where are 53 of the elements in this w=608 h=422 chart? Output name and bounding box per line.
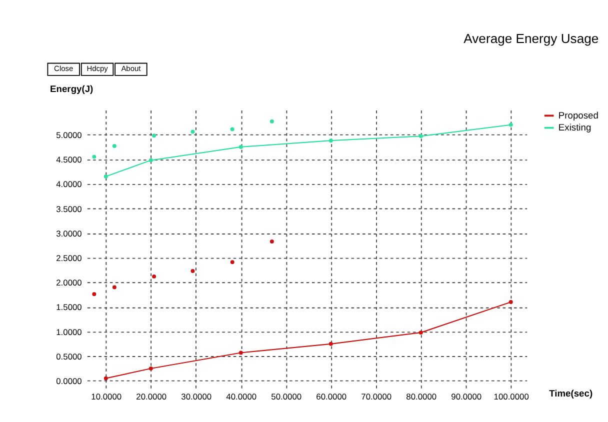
y-tick-label: 3.5000 bbox=[56, 204, 82, 214]
x-tick-label: 60.0000 bbox=[316, 392, 347, 402]
legend-label: Existing bbox=[558, 122, 592, 133]
x-tick-label: 30.0000 bbox=[181, 392, 212, 402]
y-tick-label: 2.5000 bbox=[56, 253, 82, 264]
x-tick-label: 80.0000 bbox=[406, 392, 437, 402]
point bbox=[328, 342, 333, 346]
point bbox=[238, 144, 243, 149]
x-tick-label: 20.0000 bbox=[136, 392, 167, 402]
point bbox=[152, 134, 156, 138]
point bbox=[112, 285, 116, 290]
point bbox=[328, 138, 333, 143]
chart-title: Average Energy Usage bbox=[464, 31, 599, 46]
x-tick-label: 90.0000 bbox=[451, 392, 482, 402]
y-tick-label: 1.0000 bbox=[56, 326, 82, 337]
point bbox=[230, 260, 234, 264]
text: Hdcpy bbox=[86, 64, 108, 74]
y-tick-label: 0.0000 bbox=[56, 376, 82, 386]
point bbox=[104, 174, 108, 178]
text: Close bbox=[54, 64, 74, 74]
point bbox=[104, 376, 108, 380]
y-tick-label: 0.5000 bbox=[56, 351, 82, 362]
point bbox=[238, 350, 243, 355]
point bbox=[418, 330, 423, 335]
x-axis-title: Time(sec) bbox=[549, 388, 593, 399]
point bbox=[508, 300, 513, 304]
x-tick-label: 10.0000 bbox=[91, 392, 122, 402]
y-tick-label: 4.0000 bbox=[56, 179, 82, 190]
point bbox=[148, 158, 153, 162]
point bbox=[418, 134, 423, 138]
x-tick-label: 70.0000 bbox=[361, 392, 392, 402]
y-tick-label: 3.0000 bbox=[56, 228, 82, 238]
y-tick-label: 1.5000 bbox=[56, 302, 82, 312]
point bbox=[92, 154, 96, 159]
x-tick-label: 40.0000 bbox=[226, 392, 257, 402]
y-axis-title: Energy(J) bbox=[50, 84, 94, 94]
y-tick-label: 2.0000 bbox=[56, 278, 82, 288]
point bbox=[190, 130, 195, 134]
y-tick-label: 5.0000 bbox=[56, 130, 82, 140]
legend-label: Proposed bbox=[558, 110, 598, 120]
point bbox=[112, 144, 116, 148]
point bbox=[508, 122, 513, 127]
point bbox=[92, 292, 96, 296]
point bbox=[152, 274, 156, 278]
point bbox=[190, 269, 195, 274]
x-tick-label: 100.0000 bbox=[494, 392, 530, 402]
text: About bbox=[121, 64, 142, 74]
point bbox=[230, 127, 234, 132]
x-tick-label: 50.0000 bbox=[271, 392, 302, 402]
y-tick-label: 4.5000 bbox=[56, 154, 82, 165]
point bbox=[270, 119, 274, 124]
point bbox=[270, 240, 274, 244]
point bbox=[148, 366, 153, 370]
